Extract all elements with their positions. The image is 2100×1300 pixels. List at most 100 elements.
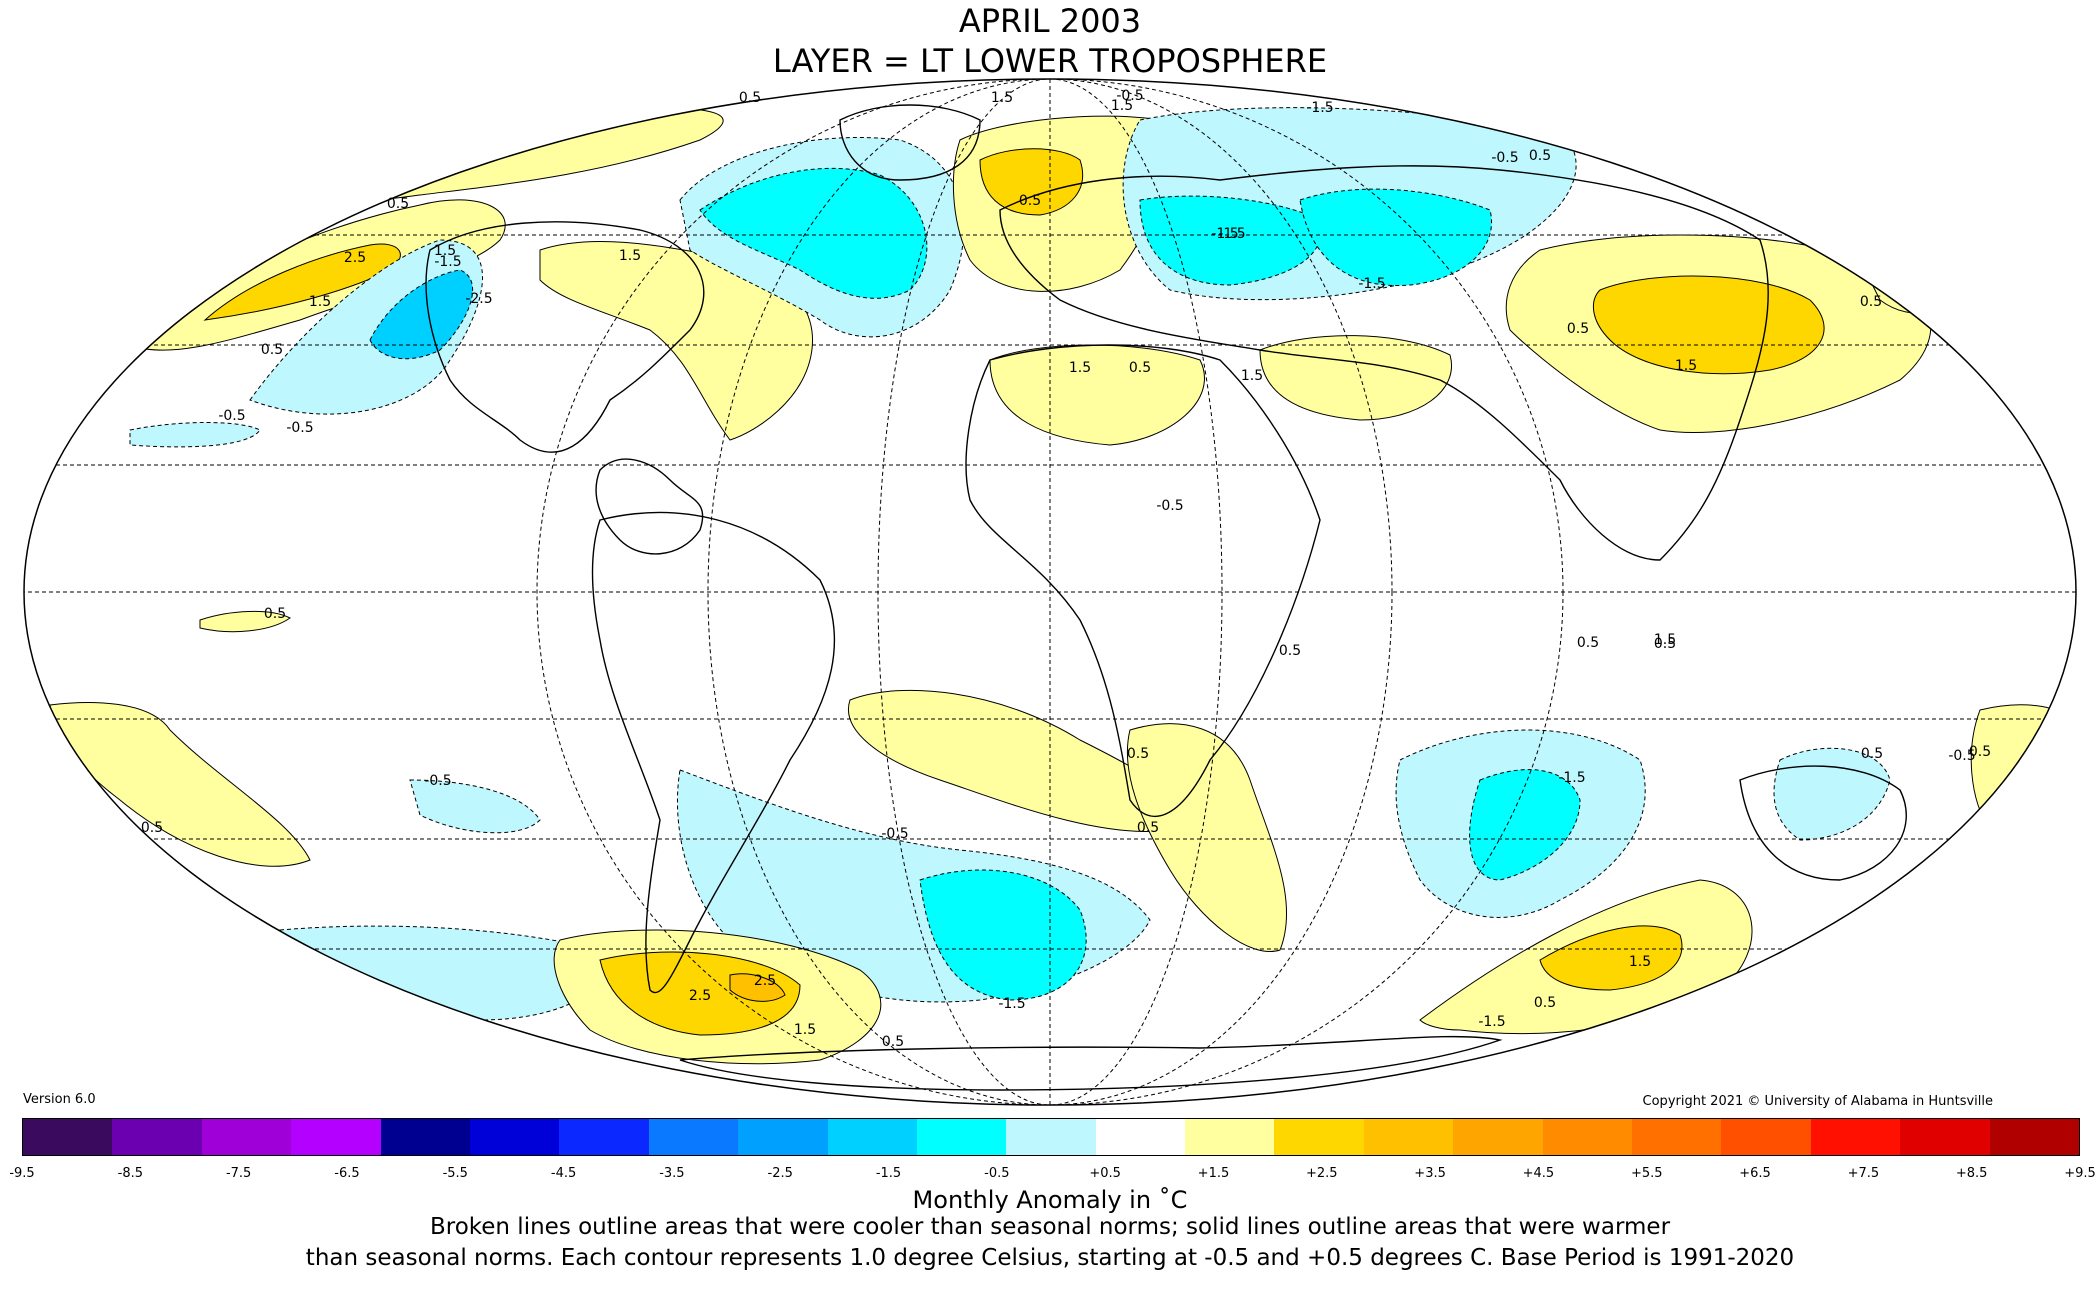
- contour-label: -1.5: [434, 254, 461, 270]
- contour-label: 0.5: [387, 196, 409, 212]
- colorbar-swatch: [1810, 1119, 1901, 1155]
- colorbar-swatch: [916, 1119, 1007, 1155]
- cool-anomaly-region: [1139, 195, 1322, 286]
- contour-label: 2.5: [344, 250, 366, 266]
- contour-label: -1.5: [1478, 1014, 1505, 1030]
- version-label: Version 6.0: [23, 1092, 96, 1107]
- contour-label: 1.5: [991, 90, 1013, 106]
- contour-label: -1.5: [1358, 276, 1385, 292]
- contour-label: 0.5: [1567, 321, 1589, 337]
- world-anomaly-map: 0.5 -0.5-1.51.50.51.52.51.50.5-1.5-2.5-0.…: [23, 78, 2077, 1106]
- globe-outline: [23, 78, 2077, 1106]
- graticule: [24, 79, 2076, 1105]
- cool-anomaly-region: [699, 167, 928, 299]
- contour-label: 0.5: [1137, 820, 1159, 836]
- colorbar-swatch: [559, 1119, 649, 1155]
- contour-label: -1.5: [998, 996, 1025, 1012]
- coastline: [425, 221, 705, 453]
- contour-label: 1.5: [1069, 360, 1091, 376]
- colorbar-swatch: [23, 1119, 113, 1155]
- contour-label: 0.5: [264, 606, 286, 622]
- colorbar-swatch: [1363, 1119, 1454, 1155]
- contour-labels: 0.5 -0.5-1.51.50.51.52.51.50.5-1.5-2.5-0.…: [141, 88, 1991, 1050]
- colorbar-tick-label: +1.5: [1197, 1166, 1230, 1181]
- contour-label: 0.5: [1129, 360, 1151, 376]
- contour-label: 0.5: [261, 342, 283, 358]
- coastline: [1739, 765, 1907, 881]
- contour-label: 0.5: [1860, 294, 1882, 310]
- warm-anomaly-region: [203, 243, 401, 321]
- contour-label: 0.5: [1654, 636, 1676, 652]
- contour-label: 0.5: [1969, 744, 1991, 760]
- contour-label: 1.5: [309, 294, 331, 310]
- colorbar-title: Monthly Anomaly in ˚C: [912, 1186, 1188, 1214]
- longitude-line: [707, 79, 1393, 1105]
- colorbar-tick-label: +6.5: [1739, 1166, 1771, 1181]
- colorbar-swatch: [201, 1119, 292, 1155]
- cool-anomaly-region: [129, 422, 261, 448]
- contour-label: -1.5: [1211, 226, 1238, 242]
- cool-anomaly-region: [369, 269, 474, 360]
- warm-anomaly-region: [729, 973, 786, 1002]
- colorbar-ticks: -9.5 -8.5 -7.5 -6.5 -5.5 -4.5 -3.5 -2.5 -1.5 -0.5…: [0, 1166, 2100, 1186]
- contour-label: 1.5: [434, 243, 456, 259]
- colorbar-swatch: [1185, 1119, 1275, 1155]
- colorbar-swatch: [827, 1119, 917, 1155]
- colorbar-tick-label: +2.5: [1305, 1166, 1338, 1181]
- colorbar-tick-label: -5.5: [442, 1166, 468, 1181]
- contour-label: -0.5: [1491, 150, 1518, 166]
- contour-label: 0.5: [1861, 746, 1883, 762]
- colorbar-swatch: [1006, 1119, 1096, 1155]
- colorbar-tick-label: -6.5: [334, 1166, 360, 1181]
- contour-label: -0.5: [1156, 498, 1183, 514]
- anomaly-colorbar: [22, 1118, 2080, 1156]
- contour-label: 2.5: [689, 988, 711, 1004]
- contour-label: 0.5: [1279, 643, 1301, 659]
- warm-anomaly-region: [1592, 275, 1825, 375]
- colorbar-swatch: [380, 1119, 470, 1155]
- contour-label: 0.5: [1577, 635, 1599, 651]
- copyright-label: Copyright 2021 © University of Alabama i…: [1642, 1094, 1993, 1109]
- colorbar-swatch: [648, 1119, 739, 1155]
- contour-label: 1.5: [1111, 98, 1133, 114]
- contour-label: 2.5: [754, 973, 776, 989]
- colorbar-tick-label: -8.5: [117, 1166, 143, 1181]
- contour-label: 1.5: [794, 1022, 816, 1038]
- contour-label: 0.5: [1127, 746, 1149, 762]
- longitude-line: [877, 79, 1223, 1105]
- colorbar-tick-label: +3.5: [1414, 1166, 1446, 1181]
- contour-label: 1.5: [1654, 632, 1676, 648]
- contour-label: 1.5: [1629, 954, 1651, 970]
- contour-label: -0.5: [424, 773, 451, 789]
- colorbar-tick-label: -0.5: [984, 1166, 1010, 1181]
- contour-label: -0.5: [286, 420, 313, 436]
- colorbar-tick-label: +8.5: [1955, 1166, 1988, 1181]
- coastlines: [425, 104, 1907, 1091]
- cool-anomaly-region: [1299, 188, 1492, 287]
- coastline: [595, 458, 704, 555]
- colorbar-swatch: [469, 1119, 560, 1155]
- contour-label: -1.5: [1306, 100, 1333, 116]
- cool-anomaly-region: [919, 869, 1087, 1001]
- warm-anomaly-region: [599, 951, 801, 1036]
- contour-label: -0.5: [218, 408, 245, 424]
- coastline: [965, 344, 1321, 817]
- colorbar-swatch: [1095, 1119, 1186, 1155]
- colorbar-tick-label: +9.5: [2064, 1166, 2096, 1181]
- colorbar-tick-label: +5.5: [1630, 1166, 1663, 1181]
- contour-label: 0.5: [1534, 995, 1556, 1011]
- colorbar-tick-label: -9.5: [9, 1166, 35, 1181]
- explanation-line-1: Broken lines outline areas that were coo…: [429, 1214, 1671, 1240]
- map-title: APRIL 2003: [958, 2, 1142, 40]
- contour-label: -0.5: [881, 826, 908, 842]
- colorbar-tick-label: +7.5: [1847, 1166, 1880, 1181]
- contour-label: 0.5: [1019, 193, 1041, 209]
- cool-anomaly-region: [409, 779, 541, 834]
- colorbar-swatch: [291, 1119, 381, 1155]
- colorbar-swatch: [1721, 1119, 1811, 1155]
- colorbar-swatch: [1632, 1119, 1722, 1155]
- contour-label: 0.5: [141, 820, 163, 836]
- contour-label: -1.5: [1218, 226, 1245, 242]
- colorbar-tick-label: -7.5: [225, 1166, 252, 1181]
- colorbar-swatch: [1900, 1119, 1990, 1155]
